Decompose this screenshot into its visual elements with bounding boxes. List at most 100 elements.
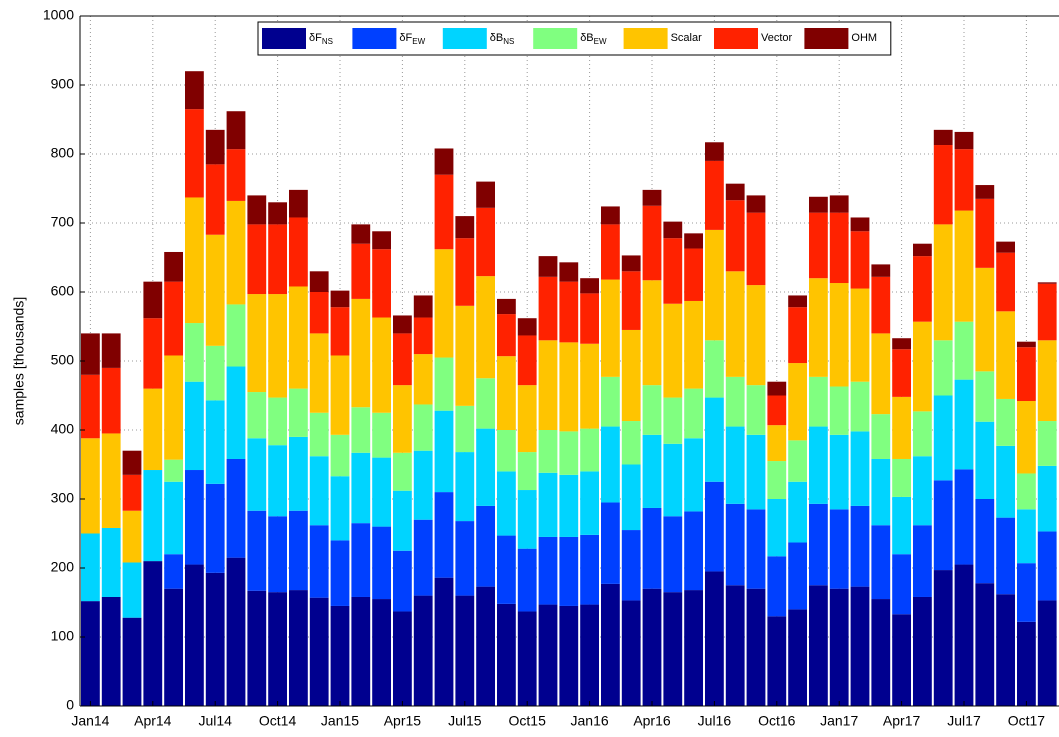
bar-segment bbox=[1017, 347, 1036, 402]
bar-segment bbox=[538, 430, 558, 473]
bar-segment bbox=[413, 519, 433, 596]
legend-name: δB bbox=[490, 32, 503, 44]
bar-segment bbox=[621, 271, 641, 330]
bar-segment bbox=[580, 343, 599, 429]
bar-segment bbox=[705, 397, 724, 482]
bar-segment bbox=[954, 379, 974, 470]
bar-segment bbox=[725, 183, 745, 201]
bar-segment bbox=[497, 430, 516, 472]
bar-segment bbox=[1017, 509, 1036, 564]
bar-segment bbox=[1037, 340, 1057, 422]
bar-segment bbox=[413, 595, 433, 706]
bar-segment bbox=[725, 200, 745, 272]
y-tick-label: 600 bbox=[51, 283, 75, 299]
legend-label: Vector bbox=[761, 32, 793, 44]
bar-segment bbox=[746, 509, 766, 589]
bar-segment bbox=[850, 217, 870, 232]
bar-segment bbox=[705, 229, 724, 341]
bar-segment bbox=[788, 609, 807, 706]
bar-segment bbox=[601, 426, 620, 503]
bar-segment bbox=[705, 481, 724, 572]
bar-segment bbox=[81, 533, 100, 602]
bar-segment bbox=[247, 438, 267, 511]
bar-segment bbox=[268, 202, 287, 225]
bar-segment bbox=[372, 457, 391, 527]
bar-segment bbox=[455, 405, 475, 453]
bar-segment bbox=[1037, 282, 1057, 284]
bar-segment bbox=[164, 355, 183, 460]
bar-segment bbox=[330, 290, 350, 308]
bar-segment bbox=[393, 385, 412, 453]
bar-segment bbox=[642, 385, 662, 435]
bar-segment bbox=[205, 345, 225, 401]
legend-swatch bbox=[262, 28, 306, 49]
bar-segment bbox=[205, 400, 225, 484]
bar-segment bbox=[642, 588, 662, 706]
bar-segment bbox=[185, 381, 204, 471]
bar-segment bbox=[101, 527, 121, 597]
bar-segment bbox=[538, 276, 558, 341]
bar-segment bbox=[788, 542, 807, 610]
bar-segment bbox=[538, 256, 558, 277]
bar-segment bbox=[975, 371, 995, 422]
bar-segment bbox=[268, 445, 287, 517]
bar-segment bbox=[268, 592, 287, 706]
bar-segment bbox=[850, 381, 870, 432]
bar-segment bbox=[309, 525, 329, 598]
bar-segment bbox=[101, 333, 121, 368]
legend-swatch bbox=[714, 28, 758, 49]
bar-segment bbox=[725, 426, 745, 504]
bar-segment bbox=[538, 536, 558, 605]
bar-segment bbox=[1037, 421, 1057, 466]
bar-segment bbox=[351, 596, 371, 706]
bar-segment bbox=[913, 321, 932, 412]
bar-segment bbox=[621, 600, 641, 706]
bar-segment bbox=[122, 474, 142, 511]
bar-segment bbox=[871, 458, 891, 526]
y-tick-label: 1000 bbox=[43, 7, 74, 23]
bar-segment bbox=[913, 256, 932, 322]
y-tick-label: 200 bbox=[51, 559, 75, 575]
bar-segment bbox=[642, 205, 662, 281]
bar-segment bbox=[289, 217, 308, 287]
bar-segment bbox=[538, 472, 558, 537]
bar-segment bbox=[517, 385, 537, 453]
bar-segment bbox=[372, 412, 391, 458]
bar-segment bbox=[122, 510, 142, 563]
bar-segment bbox=[767, 616, 787, 706]
bar-segment bbox=[455, 452, 475, 522]
bar-segment bbox=[705, 340, 724, 398]
x-tick-label: Apr16 bbox=[633, 713, 671, 729]
bar-segment bbox=[497, 535, 516, 604]
bar-segment bbox=[393, 315, 412, 334]
bar-segment bbox=[788, 307, 807, 364]
bar-segment bbox=[289, 286, 308, 389]
bar-segment bbox=[809, 503, 828, 586]
bar-segment bbox=[684, 511, 703, 591]
bar-segment bbox=[351, 298, 371, 408]
bar-segment bbox=[954, 321, 974, 380]
bar-segment bbox=[226, 458, 246, 558]
bar-segment bbox=[933, 480, 953, 571]
bar-segment bbox=[289, 510, 308, 591]
bar-segment bbox=[580, 293, 599, 344]
bar-segment bbox=[413, 404, 433, 451]
bar-segment bbox=[268, 516, 287, 593]
bar-segment bbox=[559, 536, 579, 606]
bar-segment bbox=[871, 276, 891, 334]
bar-segment bbox=[809, 196, 828, 213]
bar-segment bbox=[351, 407, 371, 453]
bar-segment bbox=[247, 195, 267, 225]
bar-segment bbox=[892, 554, 911, 615]
bar-segment bbox=[289, 388, 308, 437]
bar-segment bbox=[684, 300, 703, 389]
legend-name: δF bbox=[309, 32, 322, 44]
y-tick-label: 100 bbox=[51, 628, 75, 644]
bar-segment bbox=[913, 525, 932, 597]
legend-swatch bbox=[442, 28, 487, 49]
bar-segment bbox=[81, 374, 100, 439]
bar-segment bbox=[871, 525, 891, 600]
bar-segment bbox=[81, 333, 100, 375]
bar-segment bbox=[642, 507, 662, 589]
x-tick-label: Oct17 bbox=[1008, 713, 1046, 729]
